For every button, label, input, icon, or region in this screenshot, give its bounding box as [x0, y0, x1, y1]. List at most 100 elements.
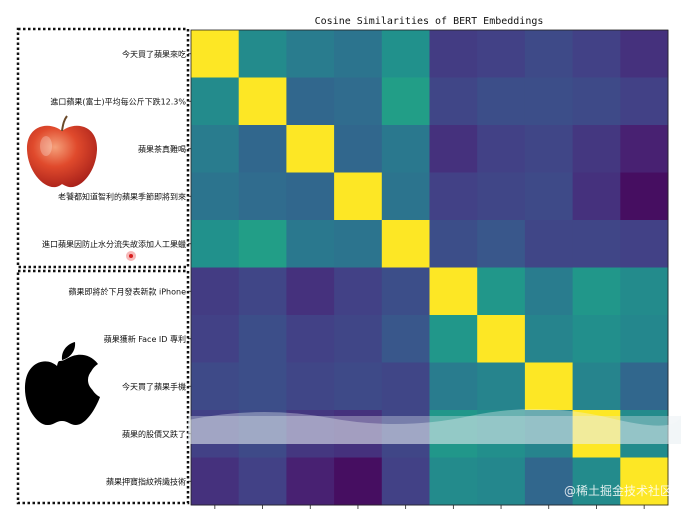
- row-label-3: 老饕都知道智利的蘋果季節即將到來: [58, 191, 186, 201]
- heatmap-cell-8-5: [429, 410, 478, 458]
- video-progress-overlay: [188, 408, 681, 444]
- heatmap-cell-4-7: [524, 220, 574, 268]
- row-label-8: 蘋果的股價又跌了: [122, 429, 186, 439]
- heatmap-cell-2-5: [429, 125, 478, 173]
- heatmap-cell-0-8: [572, 30, 621, 78]
- heatmap-cell-5-4: [381, 267, 430, 316]
- heatmap-cell-8-7: [524, 410, 574, 458]
- heatmap-cell-0-5: [429, 30, 478, 78]
- heatmap-cell-2-2: [286, 125, 335, 173]
- heatmap-cell-3-2: [286, 172, 335, 221]
- heatmap-cell-1-2: [286, 77, 335, 126]
- heatmap-cell-8-8: [572, 410, 621, 458]
- heatmap-cell-0-6: [477, 30, 526, 78]
- heatmap-cell-4-8: [572, 220, 621, 268]
- row-label-0: 今天買了蘋果來吃: [122, 49, 186, 59]
- heatmap-cell-1-3: [334, 77, 383, 126]
- watermark-text: @稀土掘金技术社区: [564, 483, 672, 498]
- row-label-5: 蘋果即將於下月發表新款 iPhone: [68, 286, 186, 296]
- heatmap-cell-9-2: [286, 457, 335, 506]
- heatmap-cell-8-2: [286, 410, 335, 458]
- tech-group-box: [16, 269, 190, 505]
- heatmap-cell-9-6: [477, 457, 526, 506]
- heatmap-cell-5-7: [524, 267, 574, 316]
- heatmap-cell-6-7: [524, 315, 574, 363]
- heatmap-cell-9-1: [238, 457, 287, 506]
- cursor-marker: [126, 251, 136, 261]
- heatmap-cell-2-3: [334, 125, 383, 173]
- heatmap-cell-5-3: [334, 267, 383, 316]
- heatmap-cell-4-2: [286, 220, 335, 268]
- heatmap-cell-7-5: [429, 362, 478, 411]
- heatmap-cell-3-6: [477, 172, 526, 221]
- heatmap-cell-6-0: [191, 315, 240, 363]
- heatmap-cell-1-8: [572, 77, 621, 126]
- heatmap-cell-4-1: [238, 220, 287, 268]
- heatmap-cell-8-9: [620, 410, 669, 458]
- heatmap-cell-5-0: [191, 267, 240, 316]
- heatmap-cell-6-8: [572, 315, 621, 363]
- heatmap-cell-0-7: [524, 30, 574, 78]
- heatmap-cell-1-4: [381, 77, 430, 126]
- heatmap-cell-2-8: [572, 125, 621, 173]
- row-label-9: 蘋果押寶指紋辨識技術: [106, 476, 186, 486]
- heatmap-cell-8-6: [477, 410, 526, 458]
- heatmap-cell-7-6: [477, 362, 526, 411]
- heatmap-cell-0-9: [620, 30, 669, 78]
- heatmap-cell-1-7: [524, 77, 574, 126]
- heatmap-cell-6-6: [477, 315, 526, 363]
- heatmap-cell-7-2: [286, 362, 335, 411]
- heatmap-cell-6-4: [381, 315, 430, 363]
- heatmap-cell-4-0: [191, 220, 240, 268]
- heatmap-cell-9-9: [620, 457, 669, 506]
- row-label-7: 今天買了蘋果手機: [122, 381, 186, 391]
- heatmap-cell-9-4: [381, 457, 430, 506]
- heatmap-cell-1-5: [429, 77, 478, 126]
- heatmap-cell-2-1: [238, 125, 287, 173]
- heatmap-cell-2-0: [191, 125, 240, 173]
- row-label-6: 蘋果獲新 Face ID 專利: [104, 334, 186, 344]
- heatmap-cell-1-1: [238, 77, 287, 126]
- heatmap-cell-6-5: [429, 315, 478, 363]
- heatmap-cell-0-0: [191, 30, 240, 78]
- heatmap-cell-2-9: [620, 125, 669, 173]
- heatmap-cell-7-9: [620, 362, 669, 411]
- heatmap-cell-6-9: [620, 315, 669, 363]
- x-ticks: [214, 505, 645, 509]
- heatmap-cell-7-4: [381, 362, 430, 411]
- heatmap-cell-5-8: [572, 267, 621, 316]
- heatmap-cell-2-7: [524, 125, 574, 173]
- heatmap-cell-7-0: [191, 362, 240, 411]
- heatmap-cell-9-3: [334, 457, 383, 506]
- heatmap-cell-4-3: [334, 220, 383, 268]
- heatmap-cell-1-6: [477, 77, 526, 126]
- row-label-1: 進口蘋果(富士)平均每公斤下跌12.3%: [50, 96, 186, 106]
- heatmap-cell-5-9: [620, 267, 669, 316]
- heatmap-cell-3-1: [238, 172, 287, 221]
- heatmap-cell-0-2: [286, 30, 335, 78]
- heatmap-cell-5-2: [286, 267, 335, 316]
- heatmap-cell-7-1: [238, 362, 287, 411]
- heatmap-cell-6-2: [286, 315, 335, 363]
- heatmap-cell-7-7: [524, 362, 574, 411]
- heatmap-cell-8-1: [238, 410, 287, 458]
- heatmap-cell-9-0: [191, 457, 240, 506]
- heatmap-cell-1-9: [620, 77, 669, 126]
- heatmap-cell-9-5: [429, 457, 478, 506]
- heatmap-cell-8-3: [334, 410, 383, 458]
- heatmap-cell-4-6: [477, 220, 526, 268]
- heatmap-cell-5-6: [477, 267, 526, 316]
- heatmap-cells: [191, 30, 669, 506]
- heatmap-cell-3-7: [524, 172, 574, 221]
- heatmap-cell-6-1: [238, 315, 287, 363]
- heatmap-cell-8-0: [191, 410, 240, 458]
- row-label-4: 進口蘋果因防止水分流失故添加人工果蠟: [42, 239, 186, 249]
- heatmap-frame: [190, 29, 669, 506]
- heatmap-cell-3-4: [381, 172, 430, 221]
- heatmap-cell-2-4: [381, 125, 430, 173]
- row-label-2: 蘋果茶真難喝: [138, 144, 186, 154]
- heatmap-cell-3-5: [429, 172, 478, 221]
- fruit-group-box: [16, 27, 190, 269]
